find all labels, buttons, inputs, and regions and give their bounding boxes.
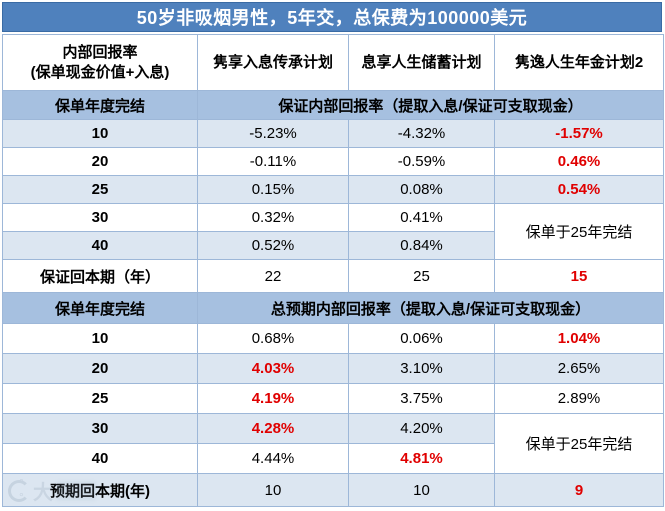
title-bar: 50岁非吸烟男性，5年交，总保费为100000美元: [2, 2, 662, 32]
section2-footer-row: 预期回本期(年) 10 10 9: [2, 473, 664, 507]
plan-header-cell-3: 隽逸人生年金计划2: [494, 34, 664, 91]
value-cell: 4.19%: [197, 383, 349, 414]
table-row: 20 4.03% 3.10% 2.65%: [2, 353, 664, 384]
value-cell: 0.32%: [197, 203, 349, 232]
value-cell: 2.89%: [494, 383, 664, 414]
value-cell: -4.32%: [348, 119, 495, 148]
value-cell: 4.03%: [197, 353, 349, 384]
section2-header-row: 保单年度完结 总预期内部回报率（提取入息/保证可支取现金）: [2, 292, 664, 324]
section1-footer-row: 保证回本期（年） 22 25 15: [2, 259, 664, 293]
section2-year-end-label: 保单年度完结: [2, 292, 198, 324]
section1-span-label: 保证内部回报率（提取入息/保证可支取现金）: [197, 90, 664, 120]
value-cell: 0.84%: [348, 231, 495, 260]
table-row: 30 4.28% 4.20% 保单于25年完结: [2, 413, 664, 474]
payback-value-cell: 10: [197, 473, 349, 507]
value-cell: -0.59%: [348, 147, 495, 176]
value-cell: 0.41%: [348, 203, 495, 232]
year-cell: 20: [2, 147, 198, 176]
value-cell: 0.68%: [197, 323, 349, 354]
value-cell: 4.20%: [348, 413, 495, 444]
section1-header-row: 保单年度完结 保证内部回报率（提取入息/保证可支取现金）: [2, 90, 664, 120]
value-cell: 0.54%: [494, 175, 664, 204]
table-row: 40 4.44% 4.81%: [2, 443, 664, 474]
table-row: 20 -0.11% -0.59% 0.46%: [2, 147, 664, 176]
year-cell: 20: [2, 353, 198, 384]
section2-span-label: 总预期内部回报率（提取入息/保证可支取现金）: [197, 292, 664, 324]
value-cell: 0.08%: [348, 175, 495, 204]
year-cell: 25: [2, 175, 198, 204]
table-row: 30 0.32% 0.41% 保单于25年完结: [2, 203, 664, 260]
payback-value-cell: 9: [494, 473, 664, 507]
value-cell: 0.06%: [348, 323, 495, 354]
irr-header-line2: (保单现金价值+入息): [30, 63, 170, 81]
payback-value-cell: 22: [197, 259, 349, 293]
table-row: 10 0.68% 0.06% 1.04%: [2, 323, 664, 354]
value-cell: -1.57%: [494, 119, 664, 148]
value-cell: 3.10%: [348, 353, 495, 384]
value-cell: 1.04%: [494, 323, 664, 354]
irr-header-line1: 内部回报率: [62, 43, 138, 61]
table-row: 25 0.15% 0.08% 0.54%: [2, 175, 664, 204]
payback-label-cell: 预期回本期(年): [2, 473, 198, 507]
table-row: 10 -5.23% -4.32% -1.57%: [2, 119, 664, 148]
year-cell: 25: [2, 383, 198, 414]
value-cell: 4.81%: [348, 443, 495, 474]
year-cell: 10: [2, 119, 198, 148]
value-cell: 3.75%: [348, 383, 495, 414]
table-row: 25 4.19% 3.75% 2.89%: [2, 383, 664, 414]
value-cell: -5.23%: [197, 119, 349, 148]
value-cell: 0.46%: [494, 147, 664, 176]
merged-note-cell: 保单于25年完结: [494, 413, 664, 474]
value-cell: 0.52%: [197, 231, 349, 260]
payback-label-cell: 保证回本期（年）: [2, 259, 198, 293]
irr-header-cell: 内部回报率 (保单现金价值+入息): [2, 34, 198, 91]
year-cell: 40: [2, 443, 198, 474]
payback-value-cell: 10: [348, 473, 495, 507]
plan-header-cell-2: 息享人生储蓄计划: [348, 34, 495, 91]
value-cell: 4.44%: [197, 443, 349, 474]
table-row: 40 0.52% 0.84%: [2, 231, 664, 260]
value-cell: 2.65%: [494, 353, 664, 384]
value-cell: 0.15%: [197, 175, 349, 204]
year-cell: 40: [2, 231, 198, 260]
value-cell: -0.11%: [197, 147, 349, 176]
year-cell: 30: [2, 203, 198, 232]
plan-header-cell-1: 隽享入息传承计划: [197, 34, 349, 91]
value-cell: 4.28%: [197, 413, 349, 444]
page-title: 50岁非吸烟男性，5年交，总保费为100000美元: [136, 8, 528, 28]
year-cell: 30: [2, 413, 198, 444]
payback-value-cell: 15: [494, 259, 664, 293]
year-cell: 10: [2, 323, 198, 354]
section1-year-end-label: 保单年度完结: [2, 90, 198, 120]
merged-note-cell: 保单于25年完结: [494, 203, 664, 260]
comparison-table: 内部回报率 (保单现金价值+入息) 隽享入息传承计划 息享人生储蓄计划 隽逸人生…: [2, 34, 664, 507]
payback-value-cell: 25: [348, 259, 495, 293]
plan-header-row: 内部回报率 (保单现金价值+入息) 隽享入息传承计划 息享人生储蓄计划 隽逸人生…: [2, 34, 664, 91]
